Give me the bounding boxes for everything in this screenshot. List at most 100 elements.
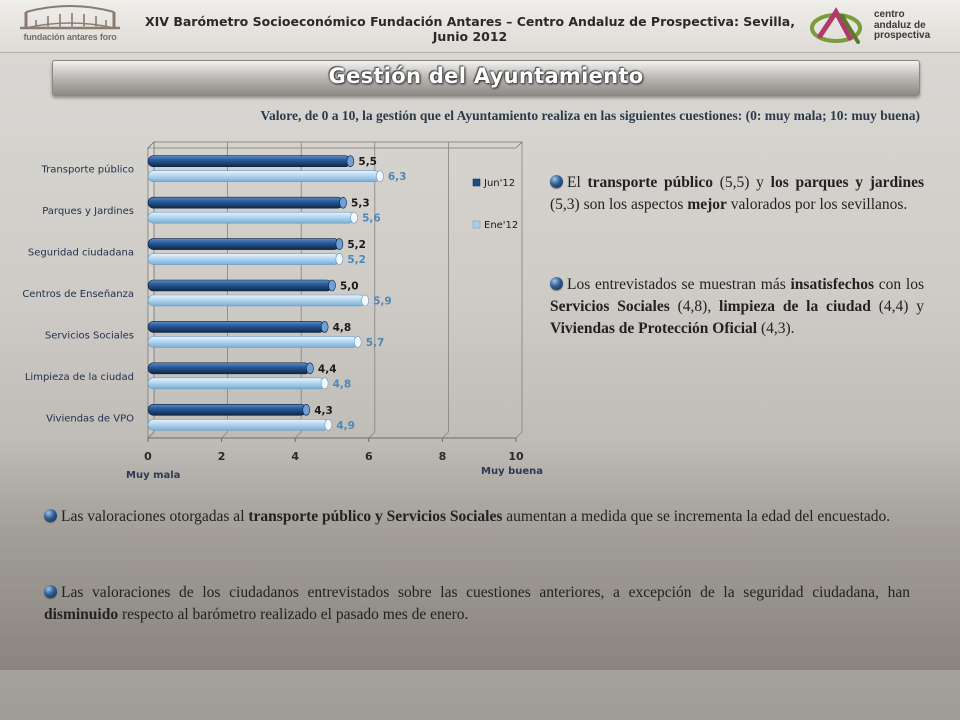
paragraph-bold-run: los parques y jardines (770, 174, 925, 191)
bar-ene12 (147, 336, 359, 348)
paragraph-bold-run: limpieza de la ciudad (719, 298, 871, 315)
category-label: Centros de Enseñanza (22, 289, 134, 300)
bar-cap (324, 418, 333, 431)
paragraph-age-trend: Las valoraciones otorgadas al transporte… (44, 506, 910, 528)
bar-jun12 (147, 362, 311, 375)
logo-right-text: centro andaluz de prospectiva (874, 9, 956, 42)
data-label: 4,9 (336, 420, 355, 432)
paragraph-text-run: con los (874, 276, 924, 293)
data-label: 4,4 (318, 363, 337, 375)
bar-cap (320, 321, 329, 333)
bar-cap (346, 155, 355, 168)
header-title: XIV Barómetro Socioeconómico Fundación A… (145, 14, 795, 44)
paragraph-bold-run: disminuido (44, 606, 119, 623)
bar-cap (306, 362, 314, 375)
logo-right-line-1: centro (874, 9, 905, 20)
category-label: Limpieza de la ciudad (25, 372, 134, 383)
paragraph-text-run: (4,4) y (870, 298, 924, 315)
category-label: Transporte público (41, 164, 134, 176)
bar-jun12 (147, 403, 307, 416)
bar-cap (339, 196, 347, 209)
paragraph-bold-run: mejor (687, 196, 727, 213)
fundacion-antares-logo: fundación antares foro (12, 2, 128, 48)
paragraph-bold-run: Servicios Sociales (550, 298, 670, 315)
data-label: 5,2 (347, 239, 366, 251)
data-label: 5,5 (358, 156, 377, 168)
legend-swatch-jun12 (472, 178, 481, 187)
data-label: 5,2 (347, 254, 366, 266)
data-label: 5,0 (340, 281, 359, 293)
logo-left-caption: fundación antares foro (23, 32, 117, 42)
data-label: 5,3 (351, 198, 370, 210)
logo-right-line-2: andaluz de (874, 19, 926, 31)
legend-label-ene12: Ene'12 (484, 220, 518, 231)
x-tick-label: 0 (144, 450, 152, 463)
data-label: 5,7 (366, 337, 385, 349)
category-label: Seguridad ciudadana (28, 248, 134, 259)
paragraph-text-run: El (567, 174, 588, 191)
bar-ene12 (147, 418, 329, 431)
gridline (368, 142, 376, 439)
bar-ene12 (147, 211, 355, 224)
paragraph-text-run: (4,8), (669, 298, 720, 315)
bar-jun12 (147, 155, 351, 168)
paragraph-text-run: (5,5) y (713, 174, 771, 191)
data-label: 4,3 (314, 405, 333, 417)
city-background-photo (0, 440, 960, 670)
bar-jun12 (147, 196, 344, 209)
bar-cap (335, 253, 344, 265)
x-axis-label-right: Muy buena (481, 466, 543, 477)
bar-jun12 (147, 238, 340, 250)
paragraph-worst-rated: Los entrevistados se muestran más insati… (550, 274, 924, 340)
paragraph-text-run: respecto al barómetro realizado el pasad… (118, 606, 469, 623)
paragraph-decrease: Las valoraciones de los ciudadanos entre… (44, 582, 910, 626)
x-tick-label: 10 (508, 450, 524, 463)
paragraph-text-run: (5,3) son los aspectos (550, 196, 688, 213)
bar-ene12 (147, 170, 381, 183)
bar-ene12 (147, 377, 325, 390)
slide-title: Gestión del Ayuntamiento (328, 64, 644, 88)
legend-swatch-ene12 (472, 220, 481, 229)
data-label: 4,8 (333, 378, 352, 390)
plot-top-edge (147, 141, 523, 149)
header-bar: fundación antares foro XIV Barómetro Soc… (0, 0, 960, 53)
cap-logo-icon (810, 7, 862, 44)
slide-title-band: Gestión del Ayuntamiento (52, 60, 920, 96)
paragraph-text-run: (4,3). (757, 320, 795, 337)
bar-cap (353, 336, 362, 348)
x-tick-label: 8 (439, 450, 447, 463)
paragraph-best-rated: El transporte público (5,5) y los parque… (550, 172, 924, 216)
logo-right-line-3: prospectiva (874, 30, 931, 41)
bullet-icon (44, 585, 57, 598)
data-label: 6,3 (388, 171, 407, 183)
survey-question: Valore, de 0 a 10, la gestión que el Ayu… (260, 108, 921, 123)
bullet-icon (44, 509, 57, 522)
bar-cap (376, 170, 384, 183)
category-label: Servicios Sociales (45, 330, 134, 341)
data-label: 4,8 (333, 322, 352, 334)
bridge-logo-icon (20, 5, 120, 30)
paragraph-text-run: valorados por los sevillanos. (726, 196, 908, 213)
bullet-icon (550, 277, 563, 290)
centro-andaluz-prospectiva-logo: centro andaluz de prospectiva (806, 6, 956, 48)
paragraph-text-run: Las valoraciones de los ciudadanos entre… (61, 584, 910, 601)
data-label: 5,9 (373, 296, 392, 308)
legend-label-jun12: Jun'12 (483, 178, 515, 189)
paragraph-bold-run: Viviendas de Protección Oficial (550, 320, 758, 337)
x-axis-label-left: Muy mala (126, 470, 180, 481)
paragraph-text-run: aumentan a medida que se incrementa la e… (502, 508, 891, 525)
bar-ene12 (147, 253, 340, 265)
bar-jun12 (147, 321, 325, 333)
bullet-icon (550, 175, 563, 188)
bar-cap (302, 403, 311, 416)
bar-ene12 (147, 294, 366, 307)
x-tick-label: 2 (218, 450, 226, 463)
bar-cap (320, 377, 329, 390)
paragraph-text-run: Los entrevistados se muestran más (567, 276, 791, 293)
data-label: 5,6 (362, 213, 381, 225)
category-label: Viviendas de VPO (46, 413, 134, 424)
bar-jun12 (147, 279, 333, 292)
bar-cap (335, 238, 344, 250)
bar-cap (361, 294, 369, 307)
paragraph-bold-run: insatisfechos (790, 276, 875, 293)
